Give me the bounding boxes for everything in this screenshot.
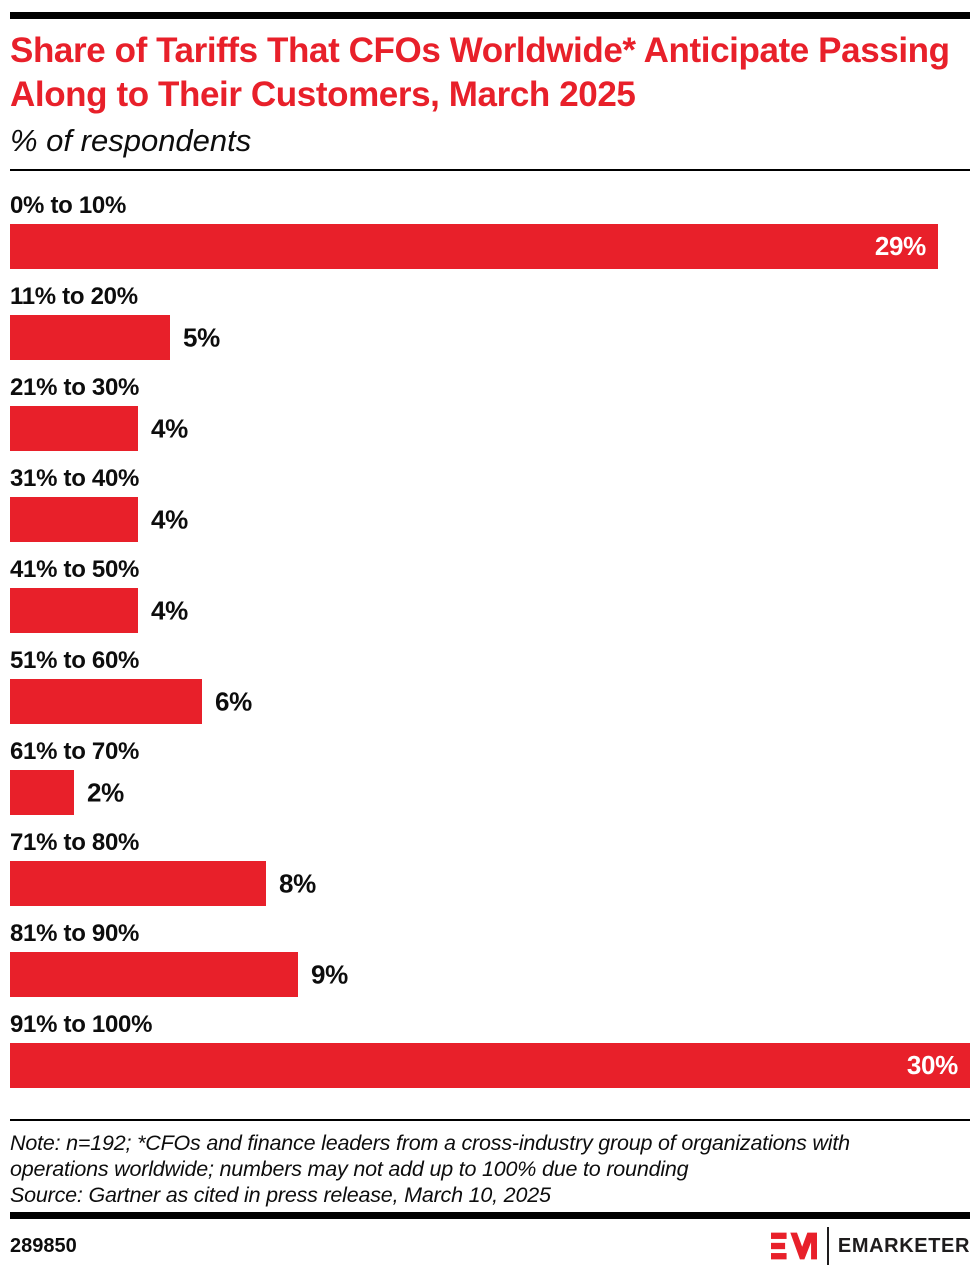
bar-category-label: 0% to 10% bbox=[10, 192, 127, 219]
bar-category-label: 51% to 60% bbox=[10, 647, 140, 674]
bar bbox=[10, 588, 138, 633]
bar-track: 2% bbox=[10, 770, 970, 815]
bar: 30% bbox=[10, 1043, 970, 1088]
emarketer-logo-icon bbox=[770, 1232, 817, 1260]
bar-category-label: 91% to 100% bbox=[10, 1011, 153, 1038]
bar-category-label: 21% to 30% bbox=[10, 374, 140, 401]
bar-track: 6% bbox=[10, 679, 970, 724]
bar-value-label: 8% bbox=[279, 868, 316, 898]
bar-category-label: 31% to 40% bbox=[10, 465, 140, 492]
bar bbox=[10, 406, 138, 451]
chart-subtitle: % of respondents bbox=[10, 123, 252, 158]
bar-track: 4% bbox=[10, 497, 970, 542]
brand-logo: EMARKETER bbox=[770, 1227, 970, 1265]
chart-page: Share of Tariffs That CFOs Worldwide* An… bbox=[0, 12, 980, 1265]
bar-category-label: 11% to 20% bbox=[10, 283, 138, 310]
bar-track: 4% bbox=[10, 406, 970, 451]
bar-row: 41% to 50% 4% bbox=[10, 556, 970, 633]
top-rule bbox=[10, 12, 970, 19]
bar-value-label: 2% bbox=[87, 777, 124, 807]
bar-value-label: 4% bbox=[151, 413, 188, 443]
bar-track: 5% bbox=[10, 315, 970, 360]
bar bbox=[10, 861, 266, 906]
notes-divider bbox=[10, 1119, 970, 1121]
bar bbox=[10, 952, 298, 997]
bar-track: 8% bbox=[10, 861, 970, 906]
bar-track: 30% bbox=[10, 1043, 970, 1088]
bar-track: 9% bbox=[10, 952, 970, 997]
note-text-line1: Note: n=192; *CFOs and finance leaders f… bbox=[10, 1131, 850, 1155]
bar bbox=[10, 679, 202, 724]
bar-value-label: 4% bbox=[151, 595, 188, 625]
bar-row: 21% to 30% 4% bbox=[10, 374, 970, 451]
bar bbox=[10, 497, 138, 542]
bar-row: 51% to 60% 6% bbox=[10, 647, 970, 724]
chart-id: 289850 bbox=[10, 1234, 77, 1257]
bar-chart: 0% to 10% 29% 11% to 20% 5% 21% to 30% 4% 31% … bbox=[10, 192, 970, 1088]
bar-value-label: 5% bbox=[182, 322, 220, 352]
bar-value-label: 6% bbox=[215, 686, 252, 716]
bar-row: 81% to 90% 9% bbox=[10, 920, 970, 997]
bar: 29% bbox=[10, 224, 938, 269]
bar-value-label: 4% bbox=[151, 504, 188, 534]
bar-category-label: 71% to 80% bbox=[10, 829, 140, 856]
brand-name: EMARKETER bbox=[837, 1234, 970, 1257]
bar-value-label: 9% bbox=[311, 959, 348, 989]
source-text: Source: Gartner as cited in press releas… bbox=[10, 1183, 551, 1207]
bottom-rule bbox=[10, 1212, 970, 1219]
chart-title: Share of Tariffs That CFOs Worldwide* An… bbox=[10, 31, 950, 114]
subtitle-divider bbox=[10, 169, 970, 171]
note-text-line2: operations worldwide; numbers may not ad… bbox=[10, 1157, 689, 1181]
bar-row: 0% to 10% 29% bbox=[10, 192, 970, 269]
bar-category-label: 81% to 90% bbox=[10, 920, 140, 947]
bar-row: 71% to 80% 8% bbox=[10, 829, 970, 906]
bar bbox=[10, 315, 170, 360]
brand-divider bbox=[826, 1227, 829, 1265]
bar-value-label: 30% bbox=[906, 1050, 958, 1080]
bar-row: 91% to 100% 30% bbox=[10, 1011, 970, 1088]
notes-block: Note: n=192; *CFOs and finance leaders f… bbox=[10, 1130, 970, 1208]
bar-track: 4% bbox=[10, 588, 970, 633]
bar-track: 29% bbox=[10, 224, 970, 269]
bar-row: 31% to 40% 4% bbox=[10, 465, 970, 542]
bar-row: 61% to 70% 2% bbox=[10, 738, 970, 815]
bar-category-label: 41% to 50% bbox=[10, 556, 140, 583]
bar-row: 11% to 20% 5% bbox=[10, 283, 970, 360]
bar-value-label: 29% bbox=[874, 231, 926, 261]
bar bbox=[10, 770, 74, 815]
footer-bar: 289850 EMARKETER bbox=[10, 1227, 970, 1265]
bar-category-label: 61% to 70% bbox=[10, 738, 140, 765]
